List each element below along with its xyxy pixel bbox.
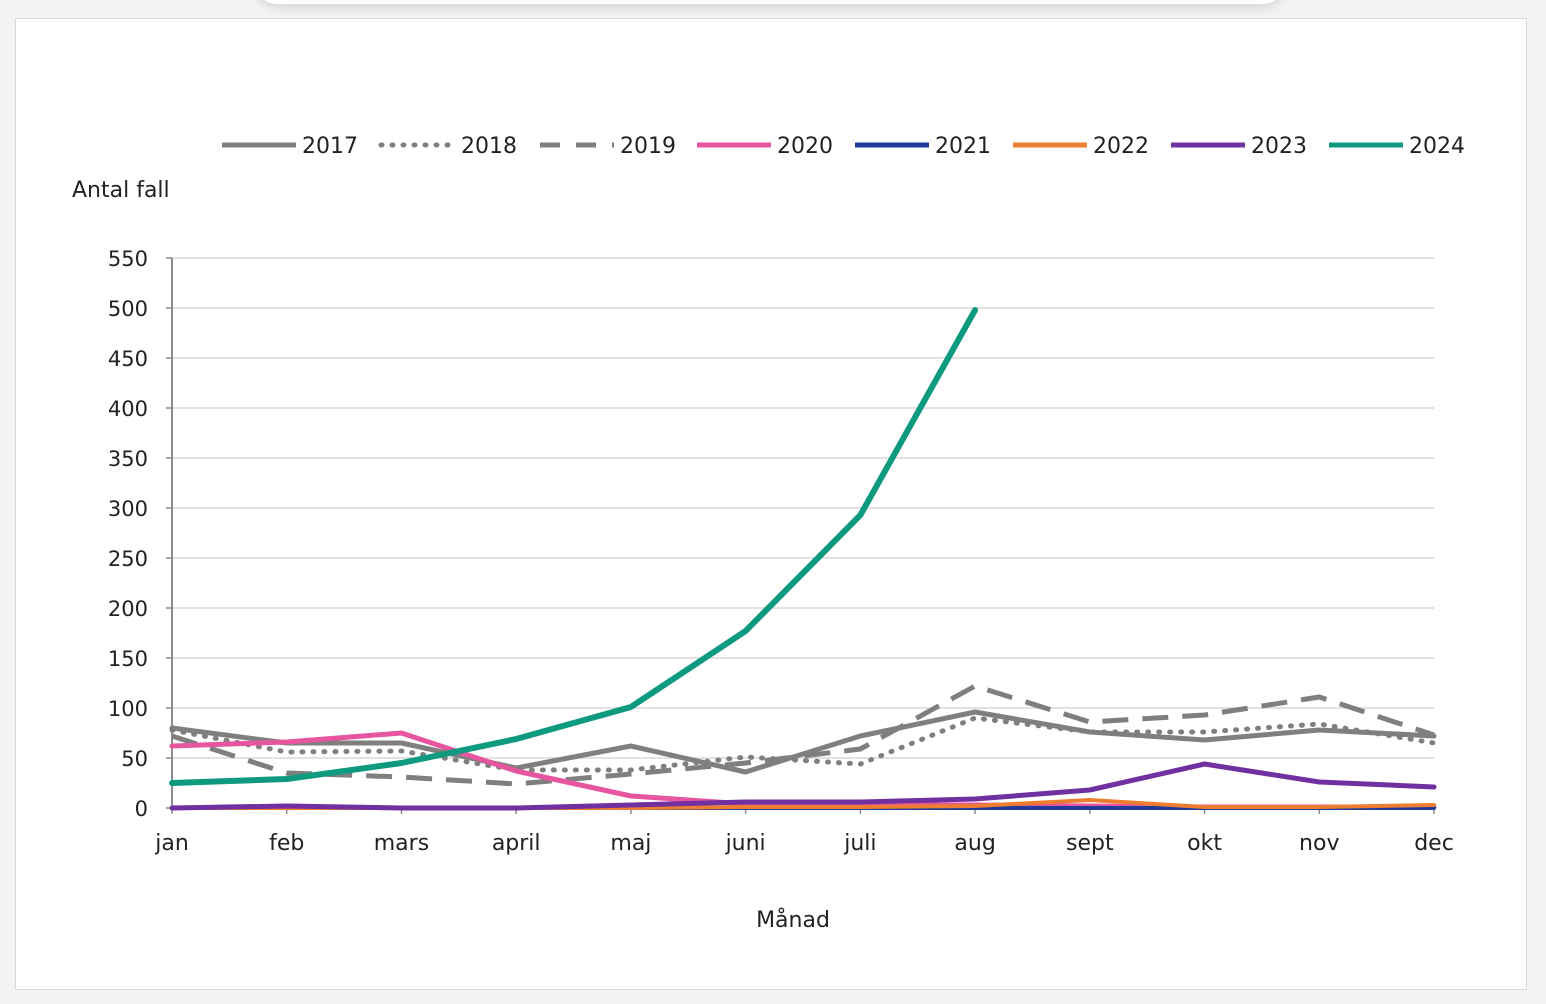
y-tick-label: 300 <box>108 497 148 521</box>
legend-label: 2018 <box>461 134 517 159</box>
x-axis-title: Månad <box>756 907 830 933</box>
legend: 2017 2018 2019 2020 2021 2022 2023 2024 <box>222 134 1465 159</box>
x-tick-label: sept <box>1066 831 1114 856</box>
x-tick-label: jan <box>154 831 189 856</box>
legend-item-2023: 2023 <box>1171 134 1307 159</box>
x-tick-label: okt <box>1187 831 1222 856</box>
y-tick-label: 0 <box>135 797 148 821</box>
legend-label: 2024 <box>1409 134 1465 159</box>
axes <box>166 257 1435 814</box>
y-tick-label: 100 <box>108 697 148 721</box>
y-axis-title: Antal fall <box>72 178 170 203</box>
legend-item-2019: 2019 <box>540 134 676 159</box>
x-tick-label: nov <box>1299 831 1339 856</box>
y-tick-label: 500 <box>108 297 148 321</box>
series-lines <box>169 307 1437 811</box>
x-tick-label: april <box>492 831 541 856</box>
y-tick-label: 450 <box>108 347 148 371</box>
y-tick-label: 400 <box>108 397 148 421</box>
x-tick-labels: jan feb mars april maj juni juli aug sept okt nov d… <box>154 831 1454 856</box>
legend-item-2024: 2024 <box>1329 134 1465 159</box>
legend-label: 2021 <box>935 134 991 159</box>
x-tick-label: aug <box>954 831 995 856</box>
series-line-2019 <box>171 683 1435 787</box>
x-tick-label: juni <box>725 831 766 856</box>
top-overlay-bar <box>255 0 1285 4</box>
legend-label: 2017 <box>302 134 358 159</box>
series-line-2023 <box>169 761 1437 811</box>
x-tick-label: dec <box>1414 831 1454 856</box>
legend-label: 2022 <box>1093 134 1149 159</box>
legend-label: 2020 <box>777 134 833 159</box>
x-tick-label: maj <box>610 831 651 856</box>
x-tick-label: mars <box>374 831 429 856</box>
legend-item-2022: 2022 <box>1013 134 1149 159</box>
series-line-2024 <box>169 307 979 786</box>
y-tick-label: 550 <box>108 247 148 271</box>
series-line-2018 <box>169 715 1437 773</box>
y-tick-labels: 0 50 100 150 200 250 300 350 400 450 500 550 <box>108 247 148 821</box>
legend-item-2020: 2020 <box>697 134 833 159</box>
x-tick-label: juli <box>843 831 876 856</box>
y-tick-label: 350 <box>108 447 148 471</box>
legend-item-2021: 2021 <box>855 134 991 159</box>
y-tick-label: 250 <box>108 547 148 571</box>
series-line-2017 <box>169 709 1437 775</box>
y-tick-label: 200 <box>108 597 148 621</box>
legend-label: 2019 <box>620 134 676 159</box>
legend-label: 2023 <box>1251 134 1307 159</box>
gridlines <box>172 257 1434 759</box>
chart-frame <box>15 18 1527 990</box>
legend-item-2018: 2018 <box>378 134 517 159</box>
y-tick-label: 50 <box>121 747 148 771</box>
x-tick-label: feb <box>269 831 304 856</box>
y-tick-label: 150 <box>108 647 148 671</box>
legend-item-2017: 2017 <box>222 134 358 159</box>
